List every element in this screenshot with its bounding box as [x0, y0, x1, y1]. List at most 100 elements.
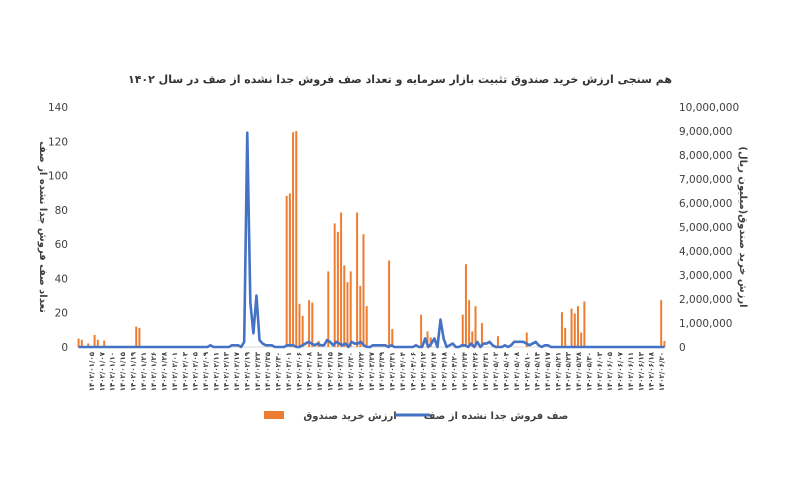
left-tick-label: 60: [55, 239, 68, 251]
x-tick-label: ۱۴۰۲/۰۶/۱۳: [637, 351, 645, 391]
bar: [359, 285, 362, 347]
bar: [474, 306, 477, 347]
x-tick-label: ۱۴۰۲/۰۱/۰۵: [88, 351, 96, 391]
x-tick-label: ۱۴۰۲/۰۵/۰۸: [513, 351, 521, 391]
right-tick-label: 3,000,000: [679, 270, 732, 282]
x-tick-label: ۱۴۰۲/۰۲/۰۱: [171, 352, 179, 391]
left-tick-label: 40: [55, 273, 68, 285]
bar: [343, 265, 346, 347]
bar: [346, 282, 349, 347]
x-tick-label: ۱۴۰۲/۰۶/۲۰: [658, 352, 666, 391]
x-tick-label: ۱۴۰۲/۰۵/۲۳: [565, 351, 573, 391]
x-tick-label: ۱۴۰۲/۰۳/۰۱: [285, 352, 293, 391]
x-tick-label: ۱۴۰۲/۰۱/۲۸: [161, 351, 169, 391]
x-tick-label: ۱۴۰۲/۰۶/۰۵: [606, 351, 614, 391]
x-tick-label: ۱۴۰۲/۰۴/۳۱: [482, 352, 490, 391]
x-tick-label: ۱۴۰۲/۰۲/۲۳: [254, 351, 262, 391]
x-tick-label: ۱۴۰۲/۰۳/۳۱: [389, 352, 397, 391]
x-tick-label: ۱۴۰۲/۰۵/۱۰: [523, 352, 531, 391]
bar: [580, 332, 583, 347]
bar: [663, 341, 666, 347]
x-tick-label: ۱۴۰۲/۰۵/۰۴: [503, 351, 511, 391]
x-tick-label: ۱۴۰۲/۰۴/۱۴: [430, 351, 438, 391]
x-tick-label: ۱۴۰۲/۰۲/۱۳: [223, 351, 231, 391]
right-axis-title: ارزش خرید صندوق(میلیون ریال): [737, 146, 748, 307]
x-tick-label: ۱۴۰۲/۰۴/۲۰: [451, 352, 459, 391]
left-tick-label: 0: [61, 342, 68, 354]
x-tick-label: ۱۴۰۲/۰۱/۱۵: [119, 351, 127, 391]
bar: [464, 264, 467, 347]
legend: ارزش خرید صندوق صف فروش جدا نشده از صف: [264, 411, 568, 422]
bar: [285, 195, 288, 347]
legend-line-label: صف فروش جدا نشده از صف: [424, 411, 569, 422]
bar: [308, 300, 311, 347]
chart-title: هم سنجی ارزش خرید صندوق تثبیت بازار سرما…: [128, 73, 672, 86]
right-tick-label: 8,000,000: [679, 150, 732, 162]
bar: [135, 326, 138, 347]
right-tick-label: 9,000,000: [679, 126, 732, 138]
bar: [349, 271, 352, 347]
bar: [288, 193, 291, 347]
x-tick-label: ۱۴۰۲/۰۴/۲۶: [472, 352, 480, 391]
legend-bar-swatch: [264, 411, 284, 419]
x-tick-label: ۱۴۰۲/۰۱/۱۹: [130, 351, 138, 391]
legend-bar-label: ارزش خرید صندوق: [303, 411, 396, 422]
bar: [461, 314, 464, 347]
bar: [298, 303, 301, 347]
x-tick-label: ۱۴۰۲/۰۲/۲۵: [264, 351, 272, 391]
bar: [292, 132, 295, 347]
x-tick-label: ۱۴۰۲/۰۴/۰۴: [399, 351, 407, 391]
right-tick-label: 2,000,000: [679, 294, 732, 306]
x-tick-label: ۱۴۰۲/۰۶/۱۱: [627, 352, 635, 391]
bar: [311, 302, 314, 347]
bar: [525, 332, 528, 347]
x-tick-label: ۱۴۰۲/۰۴/۱۲: [420, 351, 428, 391]
x-tick-label: ۱۴۰۲/۰۱/۱۰: [109, 352, 117, 391]
bar: [583, 301, 586, 347]
x-tick-label: ۱۴۰۲/۰۲/۰۵: [192, 351, 200, 391]
x-tick-label: ۱۴۰۲/۰۲/۱۱: [212, 352, 220, 391]
bar: [573, 313, 576, 347]
x-tick-label: ۱۴۰۲/۰۶/۰۳: [596, 351, 604, 391]
bar: [471, 331, 474, 347]
series-line: [78, 131, 665, 349]
x-tick-label: ۱۴۰۲/۰۵/۲۱: [554, 352, 562, 391]
bar: [333, 223, 336, 347]
x-tick-label: ۱۴۰۲/۰۱/۰۷: [98, 351, 106, 391]
x-tick-label: ۱۴۰۲/۰۲/۳۰: [275, 352, 283, 391]
bar: [356, 212, 359, 347]
right-tick-label: 4,000,000: [679, 246, 732, 258]
left-tick-label: 100: [48, 171, 68, 183]
right-tick-label: 0: [679, 342, 686, 354]
x-tick-label: ۱۴۰۲/۰۳/۲۷: [368, 351, 376, 391]
x-tick-label: ۱۴۰۲/۰۲/۱۹: [244, 351, 252, 391]
bar: [103, 340, 106, 347]
bar: [388, 260, 391, 347]
x-axis-ticks: ۱۴۰۲/۰۱/۰۵ ۱۴۰۲/۰۱/۰۷ ۱۴۰۲/۰۱/۱۰ ۱۴۰۲/۰۱/۱۵…: [88, 351, 666, 391]
bar: [570, 308, 573, 347]
bar: [87, 343, 90, 347]
x-tick-label: ۱۴۰۲/۰۳/۲۹: [378, 351, 386, 391]
left-tick-label: 20: [55, 308, 68, 320]
bar: [468, 300, 471, 347]
x-tick-label: ۱۴۰۲/۰۵/۲۸: [575, 351, 583, 391]
x-tick-label: ۱۴۰۲/۰۶/۰۷: [617, 351, 625, 391]
bar: [426, 331, 429, 347]
bar: [480, 323, 483, 347]
x-tick-label: ۱۴۰۲/۰۲/۰۳: [181, 351, 189, 391]
bar: [560, 312, 563, 347]
bar: [340, 212, 343, 347]
bar: [80, 339, 83, 347]
x-tick-label: ۱۴۰۲/۰۶/۱۸: [648, 351, 656, 391]
bar: [77, 338, 80, 347]
x-tick-label: ۱۴۰۲/۰۳/۰۸: [306, 351, 314, 391]
left-tick-label: 80: [55, 205, 68, 217]
bar: [327, 271, 330, 347]
left-axis-title: تعداد صف فروش جدا نشده از صف: [37, 141, 48, 313]
x-tick-label: ۱۴۰۲/۰۵/۱۴: [534, 351, 542, 391]
bar: [660, 300, 663, 347]
x-tick-label: ۱۴۰۲/۰۴/۰۶: [409, 352, 417, 391]
right-tick-label: 7,000,000: [679, 174, 732, 186]
x-tick-label: ۱۴۰۲/۰۱/۲۶: [150, 352, 158, 391]
